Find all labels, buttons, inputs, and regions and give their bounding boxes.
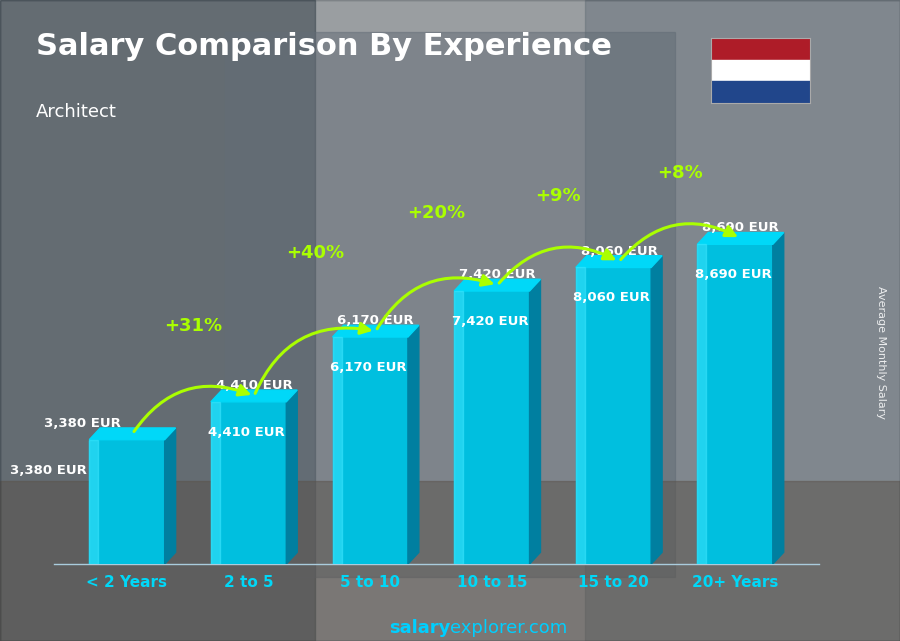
Bar (0, 481, 900, 641)
Text: salary: salary (389, 619, 450, 637)
Text: 7,420 EUR: 7,420 EUR (459, 268, 536, 281)
Bar (211, 402, 286, 564)
Bar (698, 244, 706, 564)
Text: +9%: +9% (536, 187, 580, 204)
Bar (711, 81, 810, 103)
Text: +40%: +40% (286, 244, 344, 262)
Bar (332, 337, 408, 564)
Polygon shape (332, 325, 419, 337)
Bar (585, 0, 900, 641)
Polygon shape (286, 390, 297, 564)
Text: 3,380 EUR: 3,380 EUR (44, 417, 121, 429)
Bar (711, 38, 810, 60)
Text: Average Monthly Salary: Average Monthly Salary (877, 286, 886, 419)
Polygon shape (211, 390, 297, 402)
Polygon shape (773, 233, 784, 564)
Bar (454, 291, 529, 564)
Bar (89, 440, 165, 564)
Text: +8%: +8% (657, 163, 703, 181)
Text: 3,380 EUR: 3,380 EUR (10, 463, 86, 476)
Text: 4,410 EUR: 4,410 EUR (216, 379, 292, 392)
Text: 8,060 EUR: 8,060 EUR (580, 245, 658, 258)
Text: explorer.com: explorer.com (450, 619, 567, 637)
Bar (576, 267, 585, 564)
Bar (0, 0, 315, 641)
Polygon shape (529, 279, 541, 564)
Text: 8,690 EUR: 8,690 EUR (695, 268, 771, 281)
Text: 6,170 EUR: 6,170 EUR (338, 314, 414, 327)
Bar (711, 60, 810, 81)
Text: +31%: +31% (164, 317, 222, 335)
Bar (576, 267, 652, 564)
Text: 8,060 EUR: 8,060 EUR (573, 291, 650, 304)
Text: 6,170 EUR: 6,170 EUR (330, 361, 407, 374)
Polygon shape (454, 279, 541, 291)
Bar (89, 440, 98, 564)
Polygon shape (165, 428, 176, 564)
Bar (332, 337, 342, 564)
Text: 8,690 EUR: 8,690 EUR (702, 221, 779, 235)
Bar (211, 402, 220, 564)
Text: Architect: Architect (36, 103, 117, 121)
Text: 7,420 EUR: 7,420 EUR (452, 315, 528, 328)
Text: Salary Comparison By Experience: Salary Comparison By Experience (36, 32, 612, 61)
Polygon shape (698, 233, 784, 244)
Bar (698, 244, 773, 564)
Bar (454, 291, 464, 564)
Polygon shape (652, 256, 662, 564)
Text: +20%: +20% (408, 204, 465, 222)
Polygon shape (576, 256, 662, 267)
Polygon shape (408, 325, 418, 564)
Text: 4,410 EUR: 4,410 EUR (209, 426, 285, 438)
Bar (225, 32, 675, 577)
Polygon shape (89, 428, 176, 440)
